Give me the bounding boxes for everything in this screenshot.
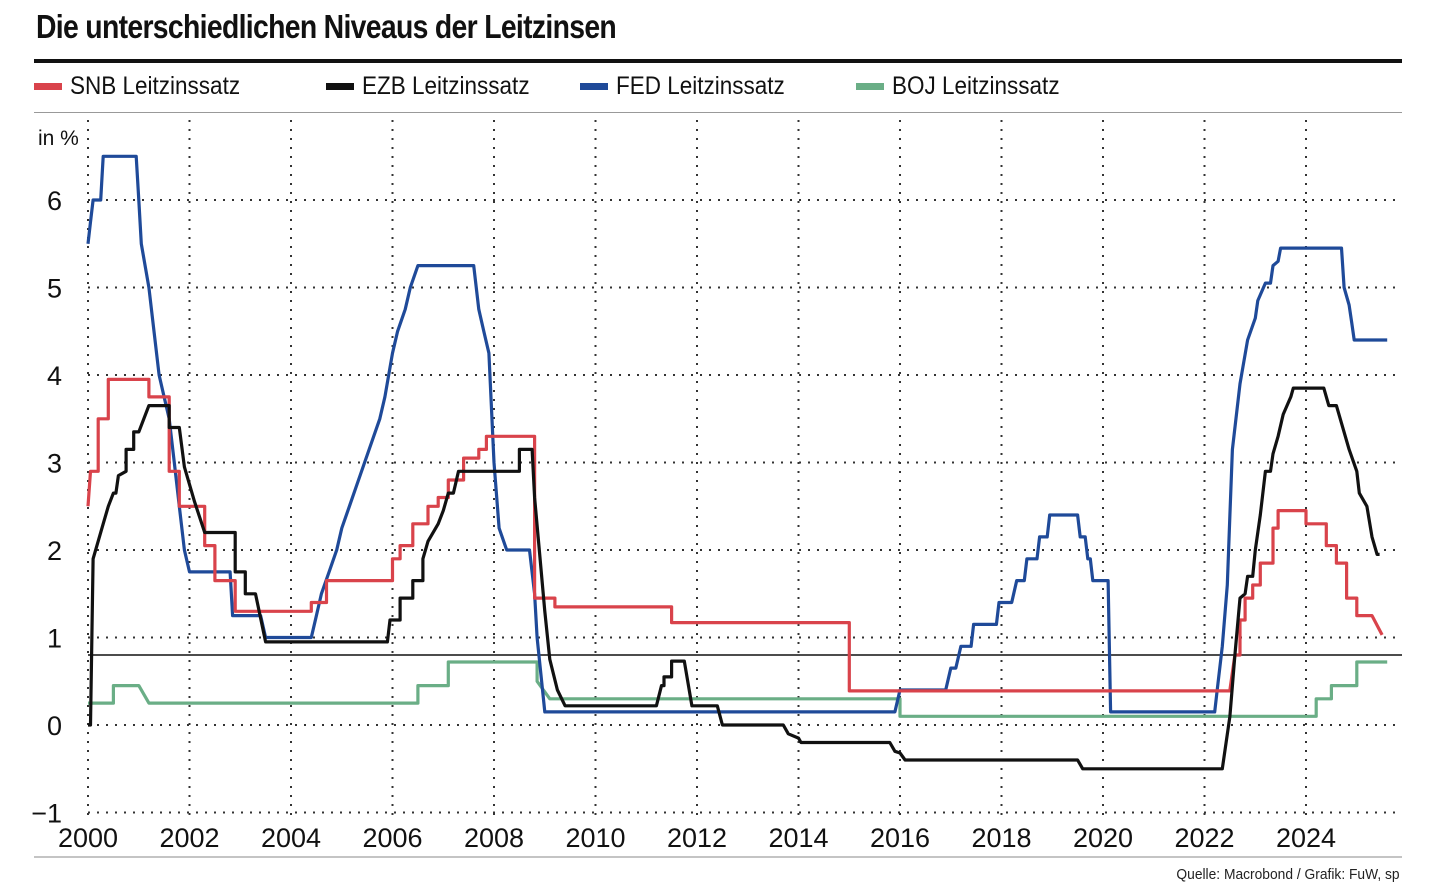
x-tick-labels: 2000 2002 2004 2006 2008 2010 2012 2014 2016 2018…	[58, 823, 1336, 853]
y-tick-label: −1	[31, 799, 62, 829]
y-tick-label: 5	[47, 274, 62, 304]
legend-label-boj: BOJ Leitzinssatz	[892, 72, 1060, 100]
series-line-fed	[86, 154, 1388, 714]
legend-swatch-snb	[34, 83, 62, 90]
x-tick-label: 2008	[464, 823, 524, 853]
x-tick-label: 2012	[667, 823, 727, 853]
legend-item-fed: FED Leitzinssatz	[580, 72, 804, 101]
x-tick-label: 2002	[159, 823, 219, 853]
series-line-snb	[86, 377, 1384, 693]
y-axis-label: in %	[38, 127, 79, 150]
legend-label-snb: SNB Leitzinssatz	[70, 72, 241, 100]
x-tick-label: 2014	[768, 823, 828, 853]
legend-label-ezb: EZB Leitzinssatz	[362, 72, 530, 100]
y-tick-label: 2	[47, 536, 62, 566]
y-tick-label: 6	[47, 186, 62, 216]
legend-label-fed: FED Leitzinssatz	[616, 72, 785, 100]
x-tick-label: 2006	[362, 823, 422, 853]
series-line-ezb	[88, 386, 1380, 771]
y-tick-labels: −1 0 1 2 3 4 5 6	[31, 186, 62, 829]
legend-swatch-fed	[580, 83, 608, 90]
legend-item-boj: BOJ Leitzinssatz	[856, 72, 1078, 101]
y-tick-label: 0	[47, 711, 62, 741]
series-group	[86, 154, 1388, 771]
x-tick-label: 2016	[870, 823, 930, 853]
legend-item-snb: SNB Leitzinssatz	[34, 72, 259, 101]
page-title: Die unterschiedlichen Niveaus der Leitzi…	[36, 8, 617, 45]
series-line-boj	[88, 660, 1388, 718]
legend-swatch-ezb	[326, 83, 354, 90]
x-tick-label: 2000	[58, 823, 118, 853]
y-tick-label: 1	[47, 624, 62, 654]
x-tick-label: 2024	[1276, 823, 1336, 853]
legend-rule	[34, 112, 1402, 113]
legend: SNB Leitzinssatz EZB Leitzinssatz FED Le…	[34, 72, 1402, 106]
x-tick-label: 2022	[1174, 823, 1234, 853]
y-tick-label: 3	[47, 449, 62, 479]
x-tick-label: 2010	[565, 823, 625, 853]
source-note: Quelle: Macrobond / Grafik: FuW, sp	[1176, 866, 1400, 883]
legend-item-ezb: EZB Leitzinssatz	[326, 72, 548, 101]
title-rule	[34, 59, 1402, 63]
x-tick-label: 2004	[261, 823, 321, 853]
x-tick-label: 2018	[971, 823, 1031, 853]
x-tick-label: 2020	[1073, 823, 1133, 853]
legend-swatch-boj	[856, 83, 884, 90]
y-tick-label: 4	[47, 361, 62, 391]
